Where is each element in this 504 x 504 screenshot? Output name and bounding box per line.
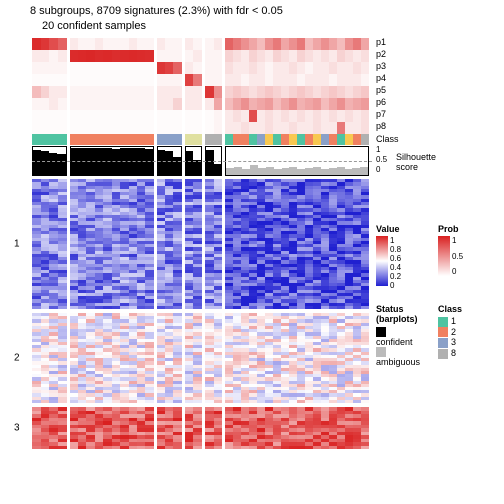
main-plot-area: 123 [32, 38, 372, 453]
probability-heatmap [32, 38, 372, 134]
status-legend-title: Status (barplots) [376, 304, 420, 324]
title-block: 8 subgroups, 8709 signatures (2.3%) with… [30, 4, 283, 35]
status-legend-items: confidentambiguous [376, 326, 420, 367]
silhouette-axis: 1 0.5 0 [376, 146, 387, 176]
class-legend-title: Class [438, 304, 462, 314]
class-legend-items: 1238 [438, 316, 462, 359]
silh-tick: 0 [376, 166, 387, 176]
heatmap-block-label: 3 [14, 423, 20, 434]
prob-row-labels: p1p2p3p4p5p6p7p8 [376, 38, 386, 134]
prob-label: p8 [376, 122, 386, 134]
silhouette-label: Silhouettescore [396, 152, 436, 172]
heatmap-block-label: 1 [14, 239, 20, 250]
class-annotation-bar [32, 134, 372, 145]
prob-legend-title: Prob [438, 224, 463, 234]
prob-gradient [438, 236, 450, 276]
title-line-2: 20 confident samples [42, 19, 283, 34]
class-row-label: Class [376, 134, 399, 144]
silhouette-barplot [32, 146, 372, 176]
value-gradient [376, 236, 388, 286]
main-heatmap: 123 [32, 179, 372, 449]
value-legend-title: Value [376, 224, 401, 234]
heatmap-block-label: 2 [14, 353, 20, 364]
title-line-1: 8 subgroups, 8709 signatures (2.3%) with… [30, 4, 283, 19]
prob-legend-ticks: 10.50 [452, 236, 463, 276]
value-legend-ticks: 10.80.60.40.20 [390, 236, 401, 286]
